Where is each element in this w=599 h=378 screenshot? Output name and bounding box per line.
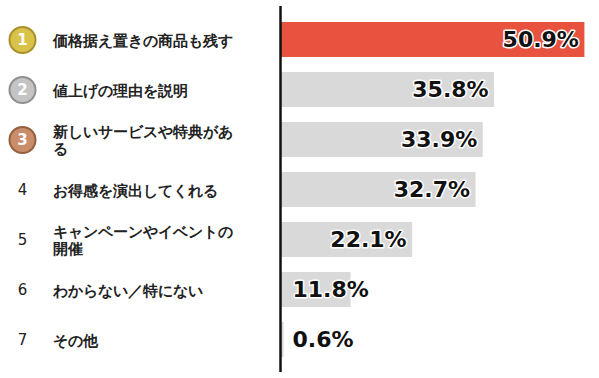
svg-text:値上げの理由を説明: 値上げの理由を説明 — [52, 82, 188, 100]
svg-text:価格据え置きの商品も残す: 価格据え置きの商品も残す — [52, 32, 233, 50]
svg-text:0.6%: 0.6% — [293, 327, 354, 352]
svg-text:5: 5 — [18, 231, 28, 249]
svg-text:6: 6 — [18, 281, 28, 299]
svg-text:1: 1 — [17, 31, 27, 49]
svg-text:キャンペーンやイベントの開催: キャンペーンやイベントの開催 — [53, 223, 233, 258]
svg-text:その他: その他 — [53, 332, 99, 350]
svg-text:50.9%: 50.9% — [503, 27, 579, 52]
svg-text:32.7%: 32.7% — [394, 177, 470, 202]
svg-text:22.1%: 22.1% — [330, 227, 406, 252]
svg-text:2: 2 — [17, 81, 27, 99]
svg-text:4: 4 — [18, 181, 28, 199]
svg-text:33.9%: 33.9% — [401, 127, 477, 152]
svg-text:7: 7 — [18, 331, 28, 349]
svg-text:11.8%: 11.8% — [293, 277, 369, 302]
svg-text:新しいサービスや特典がある: 新しいサービスや特典がある — [52, 123, 233, 158]
svg-text:3: 3 — [17, 131, 27, 149]
svg-text:わからない／特にない: わからない／特にない — [52, 282, 203, 300]
svg-text:お得感を演出してくれる: お得感を演出してくれる — [53, 182, 218, 200]
svg-text:35.8%: 35.8% — [412, 77, 488, 102]
